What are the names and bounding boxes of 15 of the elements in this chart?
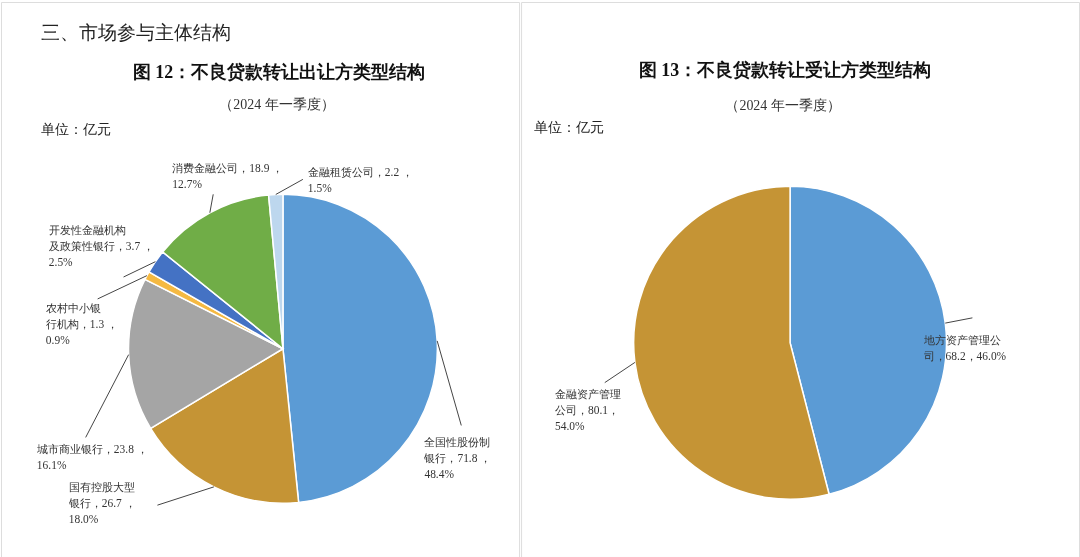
chart-subtitle: （2024 年一季度） <box>219 96 335 112</box>
slice-label: 全国性股份制银行，71.8 ， 48.4% <box>423 435 492 480</box>
slice-label: 农村中小银行机构，1.3 ， 0.9% <box>45 302 118 347</box>
text: 单位：亿元 <box>40 121 111 137</box>
chart-title: 图 13：不良贷款转让受让方类型结构 <box>638 59 932 80</box>
slice-label: 金融资产管理公司，80.1，54.0% <box>554 387 621 432</box>
slice-label: 开发性金融机构及政策性银行，3.7 ， 2.5% <box>48 224 154 269</box>
chart-subtitle: （2024 年一季度） <box>725 97 841 113</box>
text: 三、市场参与主体结构 <box>40 20 231 43</box>
chart-title: 图 12：不良贷款转让出让方类型结构 <box>132 61 426 82</box>
slice-label: 城市商业银行，23.8 ， 16.1% <box>35 442 148 471</box>
text: 单位：亿元 <box>534 119 605 135</box>
slice-label: 金融租赁公司，2.2 ， 1.5% <box>307 165 414 194</box>
slice-label: 消费金融公司，18.9 ， 12.7% <box>172 161 284 190</box>
slice-label: 国有控股大型银行，26.7 ， 18.0% <box>67 481 136 526</box>
